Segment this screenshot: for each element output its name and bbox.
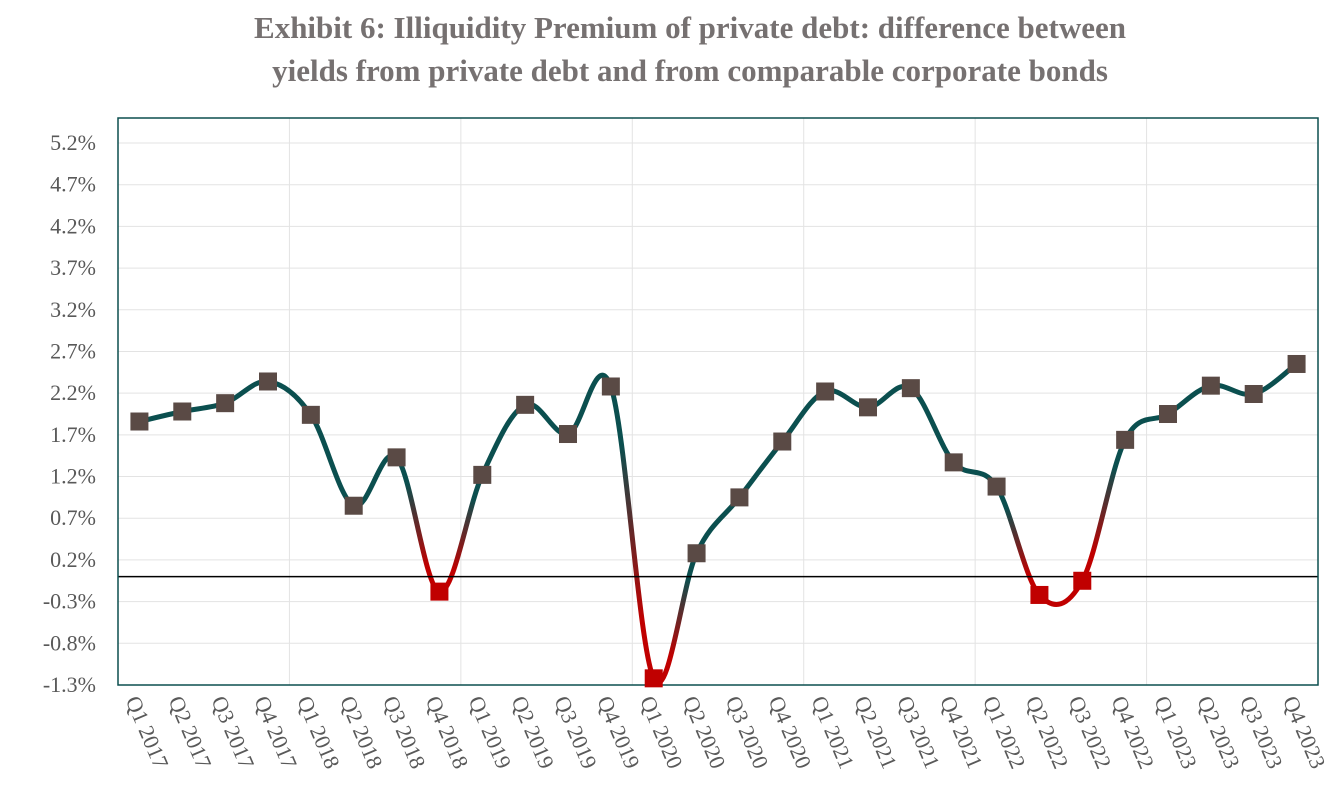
data-point-marker: [1116, 430, 1135, 449]
y-tick-label: 2.7%: [50, 338, 96, 363]
y-tick-label: 1.2%: [50, 464, 96, 489]
y-tick-label: 0.7%: [50, 505, 96, 530]
y-tick-label: 3.7%: [50, 255, 96, 280]
data-point-marker: [173, 402, 192, 421]
data-point-marker: [687, 544, 706, 563]
data-markers: [130, 354, 1306, 688]
series-line-segment: [908, 385, 957, 465]
series-line-segment: [994, 484, 1042, 598]
y-tick-label: 2.2%: [50, 380, 96, 405]
data-point-marker: [730, 488, 749, 507]
data-point-marker: [130, 412, 149, 431]
y-tick-label: -1.3%: [43, 672, 96, 697]
series-line-segment: [308, 412, 357, 509]
data-point-marker: [987, 477, 1006, 496]
y-axis-labels: 5.2% 4.7% 4.2% 3.7% 3.2% 2.7% 2.2% 1.7% 1.2% 0.7%…: [43, 130, 96, 697]
data-point-marker: [901, 379, 920, 398]
y-tick-label: 0.2%: [50, 547, 96, 572]
data-point-marker: [773, 432, 792, 451]
data-point-marker: [1073, 571, 1092, 590]
series-line-segment: [479, 402, 528, 478]
series-line-segment: [651, 550, 700, 685]
data-point-marker: [1159, 405, 1177, 424]
plot-area-frame: [117, 117, 1319, 686]
y-tick-label: 4.2%: [50, 213, 96, 238]
data-point-marker: [259, 372, 277, 391]
data-point-marker: [859, 398, 877, 417]
data-point-marker: [430, 582, 449, 601]
series-line-segment: [1079, 437, 1128, 584]
data-point-marker: [387, 448, 406, 467]
y-tick-label: 1.7%: [50, 422, 96, 447]
y-tick-label: 4.7%: [50, 172, 96, 197]
series-line-segment: [394, 454, 442, 595]
data-point-marker: [1030, 585, 1049, 604]
y-tick-label: -0.8%: [43, 630, 96, 655]
data-point-marker: [601, 377, 620, 396]
y-tick-label: 5.2%: [50, 130, 96, 155]
data-point-marker: [216, 394, 235, 413]
data-point-marker: [1287, 354, 1306, 373]
chart-title: Exhibit 6: Illiquidity Premium of privat…: [0, 6, 1332, 92]
data-point-marker: [1244, 384, 1263, 403]
series-line-segment: [608, 383, 657, 681]
data-point-marker: [473, 465, 492, 484]
data-point-marker: [644, 669, 663, 688]
chart-title-line-1: Exhibit 6: Illiquidity Premium of privat…: [254, 10, 1126, 45]
y-tick-label: 3.2%: [50, 297, 96, 322]
y-tick-label: -0.3%: [43, 589, 96, 614]
data-point-marker: [559, 425, 577, 444]
data-point-marker: [516, 395, 535, 414]
data-point-marker: [816, 382, 835, 401]
data-point-marker: [301, 405, 320, 424]
data-point-marker: [944, 453, 963, 472]
chart-title-line-2: yields from private debt and from compar…: [272, 53, 1108, 88]
data-point-marker: [1201, 376, 1220, 395]
data-point-marker: [344, 496, 363, 515]
